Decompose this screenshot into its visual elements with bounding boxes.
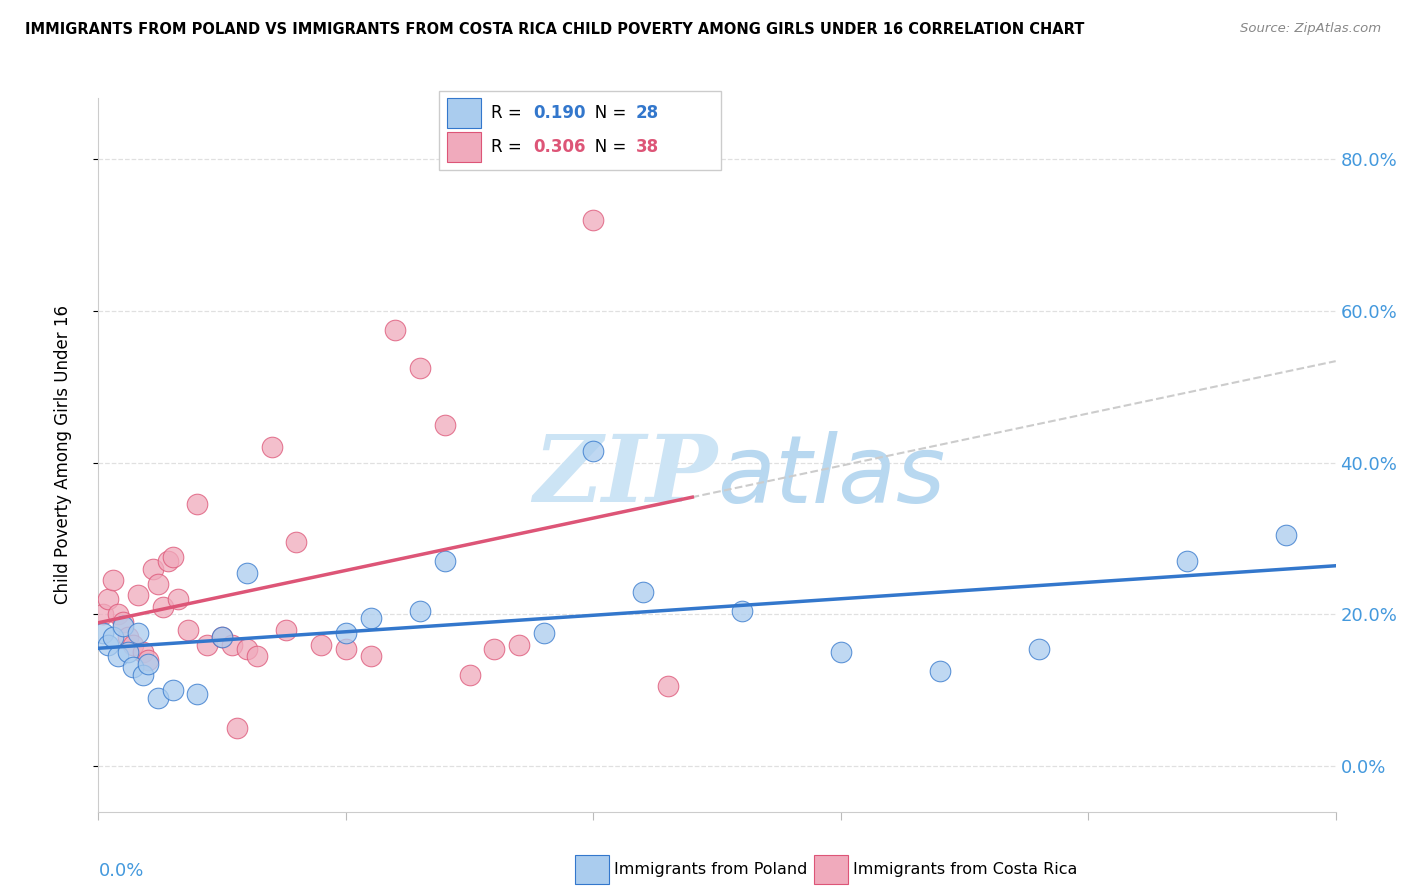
Point	[132, 668, 155, 682]
Text: 28: 28	[636, 104, 658, 122]
Point	[127, 626, 149, 640]
Point	[93, 607, 115, 622]
Point	[409, 603, 432, 617]
Point	[162, 550, 184, 565]
Point	[127, 588, 149, 602]
Y-axis label: Child Poverty Among Girls Under 16: Child Poverty Among Girls Under 16	[53, 305, 72, 605]
Point	[582, 444, 605, 458]
Point	[156, 554, 179, 568]
Point	[162, 683, 184, 698]
Point	[260, 440, 283, 454]
Point	[384, 323, 406, 337]
Point	[1028, 641, 1050, 656]
Point	[107, 607, 129, 622]
Point	[360, 611, 382, 625]
Text: Source: ZipAtlas.com: Source: ZipAtlas.com	[1240, 22, 1381, 36]
Point	[928, 665, 950, 679]
Text: N =: N =	[579, 138, 631, 156]
Point	[276, 623, 298, 637]
Point	[97, 592, 120, 607]
Point	[166, 592, 188, 607]
Point	[195, 638, 218, 652]
Point	[236, 641, 259, 656]
Point	[107, 649, 129, 664]
Point	[103, 573, 125, 587]
Point	[117, 630, 139, 644]
Point	[176, 623, 198, 637]
Point	[136, 653, 159, 667]
Point	[285, 535, 308, 549]
Text: N =: N =	[579, 104, 631, 122]
Point	[122, 660, 145, 674]
Point	[433, 554, 456, 568]
Text: Immigrants from Poland: Immigrants from Poland	[614, 863, 808, 877]
Point	[186, 687, 208, 701]
Point	[533, 626, 555, 640]
Point	[508, 638, 530, 652]
Point	[103, 630, 125, 644]
Point	[335, 641, 357, 656]
Point	[1175, 554, 1198, 568]
Point	[657, 680, 679, 694]
Point	[112, 615, 135, 629]
Point	[631, 584, 654, 599]
Text: ZIP: ZIP	[533, 432, 717, 521]
Point	[360, 649, 382, 664]
Point	[226, 721, 249, 735]
Point	[97, 638, 120, 652]
Point	[112, 618, 135, 632]
Text: R =: R =	[491, 104, 527, 122]
Text: 0.190: 0.190	[533, 104, 585, 122]
Point	[122, 638, 145, 652]
Point	[142, 562, 165, 576]
Text: 38: 38	[636, 138, 658, 156]
Text: 0.306: 0.306	[533, 138, 585, 156]
Point	[93, 626, 115, 640]
Point	[236, 566, 259, 580]
Point	[211, 630, 233, 644]
Point	[1275, 527, 1298, 541]
Point	[409, 360, 432, 375]
Point	[221, 638, 243, 652]
Point	[246, 649, 269, 664]
Point	[335, 626, 357, 640]
Point	[731, 603, 754, 617]
Point	[211, 630, 233, 644]
Text: R =: R =	[491, 138, 527, 156]
Point	[152, 599, 174, 614]
Text: Immigrants from Costa Rica: Immigrants from Costa Rica	[853, 863, 1078, 877]
Point	[136, 657, 159, 671]
Point	[484, 641, 506, 656]
Text: 0.0%: 0.0%	[98, 862, 143, 880]
Point	[146, 577, 169, 591]
Point	[830, 645, 852, 659]
Point	[458, 668, 481, 682]
Point	[309, 638, 332, 652]
Point	[146, 690, 169, 705]
Text: IMMIGRANTS FROM POLAND VS IMMIGRANTS FROM COSTA RICA CHILD POVERTY AMONG GIRLS U: IMMIGRANTS FROM POLAND VS IMMIGRANTS FRO…	[25, 22, 1084, 37]
Point	[132, 645, 155, 659]
Point	[582, 212, 605, 227]
Point	[117, 645, 139, 659]
Text: atlas: atlas	[717, 431, 945, 522]
Point	[433, 417, 456, 432]
Point	[186, 497, 208, 511]
